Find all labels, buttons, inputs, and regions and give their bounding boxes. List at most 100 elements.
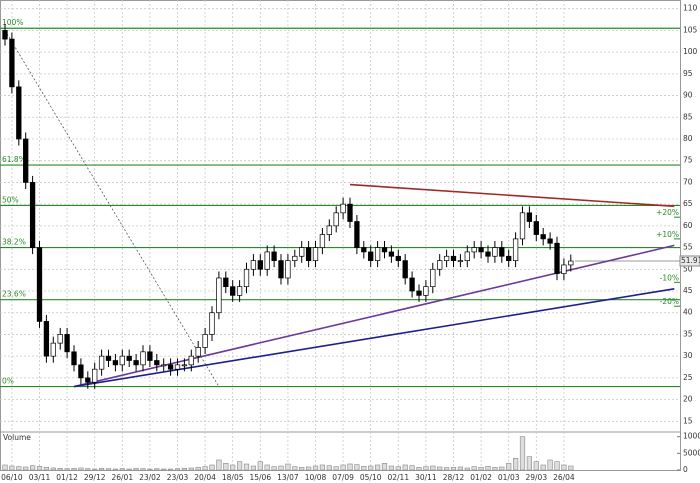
x-tick-label: 18/05	[222, 473, 244, 482]
candle-body	[381, 247, 388, 253]
volume-bar	[71, 468, 77, 471]
volume-bar	[312, 465, 319, 471]
candle-body	[85, 377, 91, 383]
volume-bar	[464, 467, 470, 471]
candle-body	[499, 247, 505, 257]
fib-label: 100%	[2, 18, 23, 27]
volume-bar	[250, 465, 257, 471]
volume-tick-label: 500000	[683, 448, 700, 457]
candle-body	[526, 212, 533, 222]
candle-body	[181, 364, 188, 367]
candle-body	[112, 360, 119, 366]
volume-bar	[512, 458, 519, 471]
volume-bar	[147, 468, 153, 471]
volume-bar	[230, 464, 236, 471]
volume-bar	[561, 464, 567, 471]
volume-bar	[57, 468, 63, 471]
volume-bar	[533, 461, 539, 471]
volume-bar	[374, 464, 381, 471]
candle-body	[36, 247, 43, 322]
candle-body	[147, 351, 153, 361]
volume-bar	[216, 459, 222, 471]
candle-body	[561, 264, 567, 274]
candle-body	[161, 364, 167, 367]
volume-tick-label: 0	[683, 465, 688, 474]
x-tick-label: 06/10	[1, 473, 23, 482]
volume-bar	[92, 468, 98, 471]
candle-body	[519, 212, 526, 240]
candle-body	[292, 255, 298, 261]
volume-bar	[450, 467, 457, 471]
y-tick-label: 85	[683, 112, 693, 121]
y-tick-label: 60	[683, 221, 693, 230]
x-tick-label: 13/07	[277, 473, 299, 482]
candle-body	[409, 277, 415, 292]
candle-body	[374, 247, 381, 261]
volume-bar	[471, 466, 477, 471]
candle-body	[533, 221, 539, 235]
x-tick-label: 29/12	[84, 473, 106, 482]
volume-bar	[16, 466, 22, 471]
volume-bar	[526, 456, 532, 471]
volume-bar	[133, 468, 139, 471]
volume-bar	[181, 468, 188, 471]
volume-bar	[78, 467, 84, 471]
y-tick-label: 25	[683, 373, 693, 382]
volume-bar	[409, 465, 415, 471]
volume-bar	[443, 467, 450, 471]
last-price-box	[679, 255, 700, 267]
volume-tick-label: 1000000	[683, 432, 700, 441]
x-tick-label: 01/03	[498, 473, 520, 482]
candle-body	[402, 260, 408, 279]
volume-bar	[319, 464, 326, 471]
volume-bar	[195, 467, 201, 471]
candle-body	[57, 334, 63, 344]
volume-bar	[285, 463, 291, 471]
fib-label: 50%	[2, 195, 19, 204]
candle-body	[437, 260, 443, 270]
x-tick-label: 03/11	[29, 473, 51, 482]
volume-bar	[36, 466, 43, 471]
fib-label: 61.8%	[2, 155, 26, 164]
volume-bar	[437, 466, 443, 471]
fib-label: 38.2%	[2, 238, 26, 247]
volume-bar	[347, 463, 353, 471]
candle-body	[236, 286, 243, 296]
x-tick-label: 29/03	[525, 473, 547, 482]
volume-bar	[361, 466, 367, 471]
volume-bar	[340, 464, 346, 471]
candle-body	[547, 238, 553, 244]
candle-body	[154, 360, 160, 366]
y-tick-label: 35	[683, 329, 693, 338]
candle-body	[167, 364, 174, 370]
y-tick-label: 45	[683, 286, 693, 295]
volume-bar	[395, 466, 401, 471]
volume-bar	[547, 459, 553, 471]
candle-body	[361, 247, 367, 253]
x-tick-label: 01/12	[56, 473, 78, 482]
candle-body	[423, 286, 429, 296]
candle-body	[2, 30, 8, 40]
percent-label: +10%	[656, 230, 679, 239]
candle-body	[416, 290, 422, 296]
candle-body	[492, 247, 498, 257]
candle-body	[223, 277, 229, 288]
volume-bar	[188, 467, 194, 471]
volume-bar	[85, 468, 91, 471]
y-tick-label: 30	[683, 351, 693, 360]
volume-label: Volume	[3, 433, 31, 442]
x-tick-label: 01/02	[470, 473, 492, 482]
volume-bar	[506, 463, 512, 471]
candle-body	[354, 221, 360, 248]
volume-bar	[423, 466, 429, 471]
y-tick-label: 105	[683, 25, 698, 34]
candle-body	[319, 234, 326, 248]
x-tick-label: 23/03	[167, 473, 189, 482]
volume-bar	[388, 465, 395, 471]
candle-body	[278, 260, 284, 279]
volume-bar	[223, 463, 229, 471]
x-tick-label: 26/04	[553, 473, 575, 482]
volume-bar	[402, 464, 408, 471]
x-tick-label: 28/12	[443, 473, 465, 482]
candle-body	[140, 351, 146, 366]
